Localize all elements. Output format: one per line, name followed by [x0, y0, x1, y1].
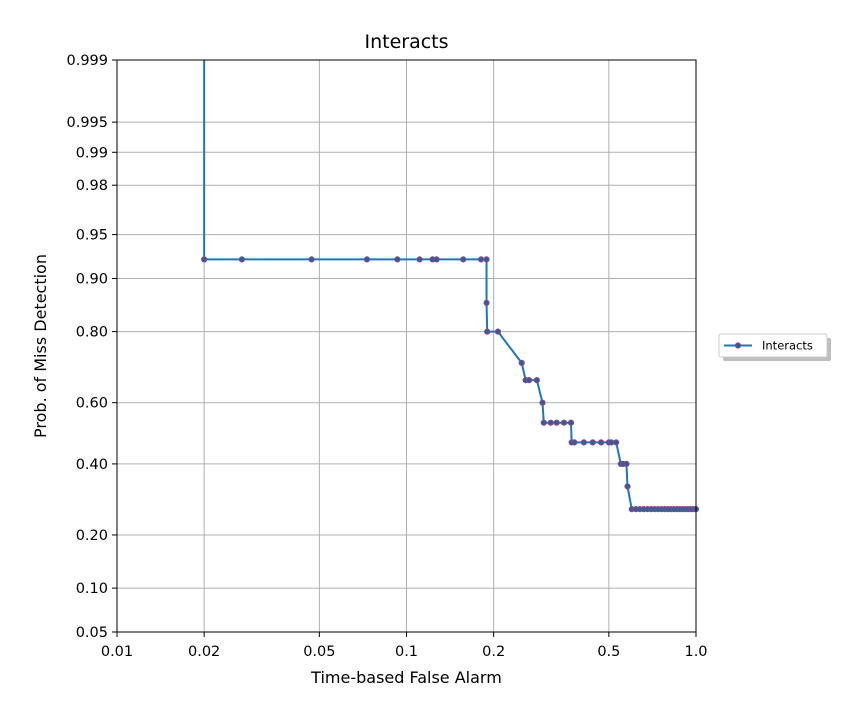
y-tick-label: 0.10	[76, 581, 108, 597]
y-tick-label: 0.99	[76, 145, 108, 161]
y-tick-label: 0.40	[76, 457, 108, 473]
data-point	[540, 419, 547, 426]
x-tick-label: 0.01	[101, 644, 133, 660]
x-tick-label: 0.5	[597, 644, 620, 660]
data-point	[518, 359, 525, 366]
data-point	[580, 439, 588, 446]
x-tick-label: 0.2	[482, 644, 505, 660]
y-axis-label: Prob. of Miss Detection	[31, 254, 50, 438]
data-point	[363, 256, 371, 263]
y-tick-label: 0.995	[66, 115, 108, 131]
plot-series	[201, 60, 700, 513]
chart-title: Interacts	[364, 31, 448, 53]
data-point	[571, 439, 578, 446]
y-tick-label: 0.20	[76, 528, 108, 544]
x-tick-label: 0.1	[395, 644, 418, 660]
legend: Interacts	[718, 333, 831, 361]
x-tick-label: 1.0	[684, 644, 707, 660]
data-point	[433, 256, 440, 263]
data-point	[460, 256, 467, 263]
legend-entry-interacts: Interacts	[762, 339, 813, 353]
data-point	[394, 256, 401, 263]
x-tick-label: 0.05	[303, 644, 335, 660]
data-point	[560, 419, 568, 426]
data-point	[201, 256, 208, 263]
y-tick-label: 0.05	[76, 625, 108, 641]
data-point	[238, 256, 245, 263]
data-point	[484, 328, 491, 335]
data-point	[613, 439, 620, 446]
y-tick-label: 0.80	[76, 325, 108, 341]
x-axis-ticks: 0.01 0.02 0.05 0.1 0.2 0.5 1.0	[101, 632, 708, 660]
data-point	[483, 299, 490, 306]
y-tick-label: 0.90	[76, 271, 108, 287]
data-point	[623, 460, 630, 468]
data-point	[624, 483, 631, 490]
y-tick-label: 0.95	[76, 228, 108, 244]
data-point	[547, 419, 554, 426]
legend-marker-swatch	[734, 342, 742, 349]
data-point	[539, 399, 546, 406]
data-point	[494, 328, 502, 335]
data-point	[483, 256, 490, 263]
data-point	[416, 256, 423, 263]
y-tick-label: 0.60	[76, 396, 108, 412]
legend-box	[718, 333, 828, 358]
data-point	[597, 439, 605, 446]
y-tick-label: 0.999	[66, 53, 108, 69]
data-point	[478, 256, 485, 263]
x-axis-label: Time-based False Alarm	[310, 668, 502, 687]
data-point	[525, 377, 533, 384]
x-tick-label: 0.02	[188, 644, 220, 660]
data-point	[553, 419, 560, 426]
data-point	[589, 439, 596, 446]
data-point	[533, 377, 540, 384]
y-tick-label: 0.98	[76, 178, 108, 194]
data-point	[308, 256, 315, 263]
data-point	[567, 419, 575, 426]
y-axis-ticks: 0.05 0.10 0.20 0.40 0.60 0.80 0.90 0.95 0.98 0.99…	[66, 53, 117, 641]
